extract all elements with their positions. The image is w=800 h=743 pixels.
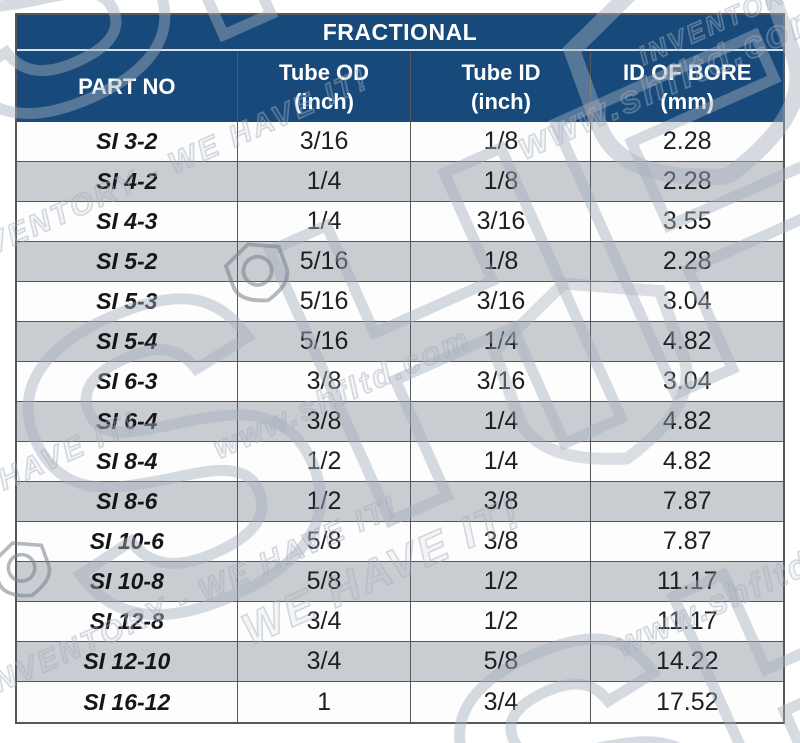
value-cell: 1/4 bbox=[411, 442, 592, 481]
part-no-cell: SI 4-3 bbox=[17, 202, 238, 241]
column-label: Tube OD bbox=[279, 59, 370, 85]
value-cell: 3/8 bbox=[411, 522, 592, 561]
value-cell: 1/2 bbox=[238, 442, 412, 481]
value-cell: 3/16 bbox=[411, 362, 592, 401]
table-row: SI 16-12 1 3/4 17.52 bbox=[17, 682, 783, 722]
table-row: SI 8-6 1/2 3/8 7.87 bbox=[17, 482, 783, 522]
value-cell: 1/8 bbox=[411, 162, 592, 201]
value-cell: 5/16 bbox=[238, 242, 412, 281]
value-cell: 3/4 bbox=[238, 642, 412, 681]
value-cell: 1/4 bbox=[411, 402, 592, 441]
column-unit: (mm) bbox=[660, 88, 715, 114]
value-cell: 3/16 bbox=[411, 202, 592, 241]
table-row: SI 12-8 3/4 1/2 11.17 bbox=[17, 602, 783, 642]
part-no-cell: SI 5-2 bbox=[17, 242, 238, 281]
value-cell: 5/16 bbox=[238, 322, 412, 361]
part-no-cell: SI 3-2 bbox=[17, 122, 238, 161]
table-header-row: PART NO Tube OD (inch) Tube ID (inch) ID… bbox=[17, 51, 783, 122]
value-cell: 3/16 bbox=[411, 282, 592, 321]
table-row: SI 10-8 5/8 1/2 11.17 bbox=[17, 562, 783, 602]
value-cell: 1/4 bbox=[238, 162, 412, 201]
value-cell: 3/8 bbox=[238, 402, 412, 441]
part-no-cell: SI 4-2 bbox=[17, 162, 238, 201]
value-cell: 5/8 bbox=[411, 642, 592, 681]
table-row: SI 3-2 3/16 1/8 2.28 bbox=[17, 122, 783, 162]
column-label: Tube ID bbox=[461, 59, 541, 85]
value-cell: 11.17 bbox=[656, 607, 718, 635]
value-cell: 7.87 bbox=[662, 527, 712, 555]
value-cell: 1/8 bbox=[411, 122, 592, 161]
part-no-cell: SI 12-8 bbox=[17, 602, 238, 641]
part-no-cell: SI 5-3 bbox=[17, 282, 238, 321]
value-cell: 1/2 bbox=[238, 482, 412, 521]
value-cell: 14.22 bbox=[655, 647, 719, 675]
column-header-tube-id: Tube ID (inch) bbox=[411, 51, 592, 122]
part-no-cell: SI 5-4 bbox=[17, 322, 238, 361]
column-unit: (inch) bbox=[294, 88, 354, 114]
part-no-cell: SI 8-4 bbox=[17, 442, 238, 481]
part-no-cell: SI 6-4 bbox=[17, 402, 238, 441]
table-row: SI 4-3 1/4 3/16 3.55 bbox=[17, 202, 783, 242]
part-no-cell: SI 10-8 bbox=[17, 562, 238, 601]
value-cell: 1/4 bbox=[238, 202, 412, 241]
part-no-cell: SI 8-6 bbox=[17, 482, 238, 521]
column-header-part-no: PART NO bbox=[17, 51, 238, 122]
value-cell: 4.82 bbox=[662, 447, 712, 475]
value-cell: 3/4 bbox=[238, 602, 412, 641]
value-cell: 7.87 bbox=[662, 487, 712, 515]
value-cell: 3.04 bbox=[662, 287, 712, 315]
value-cell: 11.17 bbox=[656, 567, 718, 595]
column-header-id-of-bore: ID OF BORE (mm) bbox=[591, 51, 783, 122]
part-no-cell: SI 10-6 bbox=[17, 522, 238, 561]
part-no-cell: SI 12-10 bbox=[17, 642, 238, 681]
value-cell: 3/4 bbox=[411, 682, 592, 722]
value-cell: 4.82 bbox=[662, 407, 712, 435]
table-row: SI 5-4 5/16 1/4 4.82 bbox=[17, 322, 783, 362]
table-row: SI 12-10 3/4 5/8 14.22 bbox=[17, 642, 783, 682]
value-cell: 5/16 bbox=[238, 282, 412, 321]
value-cell: 2.28 bbox=[662, 247, 712, 275]
value-cell: 1/2 bbox=[411, 602, 592, 641]
value-cell: 3/16 bbox=[238, 122, 412, 161]
value-cell: 2.28 bbox=[662, 127, 712, 155]
part-no-cell: SI 16-12 bbox=[17, 682, 238, 722]
column-label: PART NO bbox=[78, 74, 176, 100]
table-row: SI 6-4 3/8 1/4 4.82 bbox=[17, 402, 783, 442]
table-row: SI 6-3 3/8 3/16 3.04 bbox=[17, 362, 783, 402]
column-label: ID OF BORE bbox=[623, 59, 752, 85]
value-cell: 2.28 bbox=[662, 167, 712, 195]
value-cell: 3.04 bbox=[662, 367, 712, 395]
value-cell: 1/4 bbox=[411, 322, 592, 361]
table-body: SI 3-2 3/16 1/8 2.28 SI 4-2 1/4 1/8 2.28 SI 4-3 1… bbox=[17, 122, 783, 722]
table-row: SI 10-6 5/8 3/8 7.87 bbox=[17, 522, 783, 562]
table-row: SI 8-4 1/2 1/4 4.82 bbox=[17, 442, 783, 482]
value-cell: 1/2 bbox=[411, 562, 592, 601]
value-cell: 4.82 bbox=[662, 327, 712, 355]
table-title: FRACTIONAL bbox=[17, 15, 783, 52]
table-row: SI 5-2 5/16 1/8 2.28 bbox=[17, 242, 783, 282]
value-cell: 17.52 bbox=[655, 687, 719, 716]
value-cell: 3.55 bbox=[662, 207, 712, 235]
value-cell: 5/8 bbox=[238, 522, 412, 561]
table-row: SI 5-3 5/16 3/16 3.04 bbox=[17, 282, 783, 322]
value-cell: 5/8 bbox=[238, 562, 412, 601]
fractional-spec-table: FRACTIONAL PART NO Tube OD (inch) Tube I… bbox=[15, 13, 785, 724]
value-cell: 1 bbox=[238, 682, 412, 722]
table-row: SI 4-2 1/4 1/8 2.28 bbox=[17, 162, 783, 202]
column-header-tube-od: Tube OD (inch) bbox=[238, 51, 412, 122]
part-no-cell: SI 6-3 bbox=[17, 362, 238, 401]
value-cell: 1/8 bbox=[411, 242, 592, 281]
value-cell: 3/8 bbox=[238, 362, 412, 401]
value-cell: 3/8 bbox=[411, 482, 592, 521]
column-unit: (inch) bbox=[471, 88, 531, 114]
